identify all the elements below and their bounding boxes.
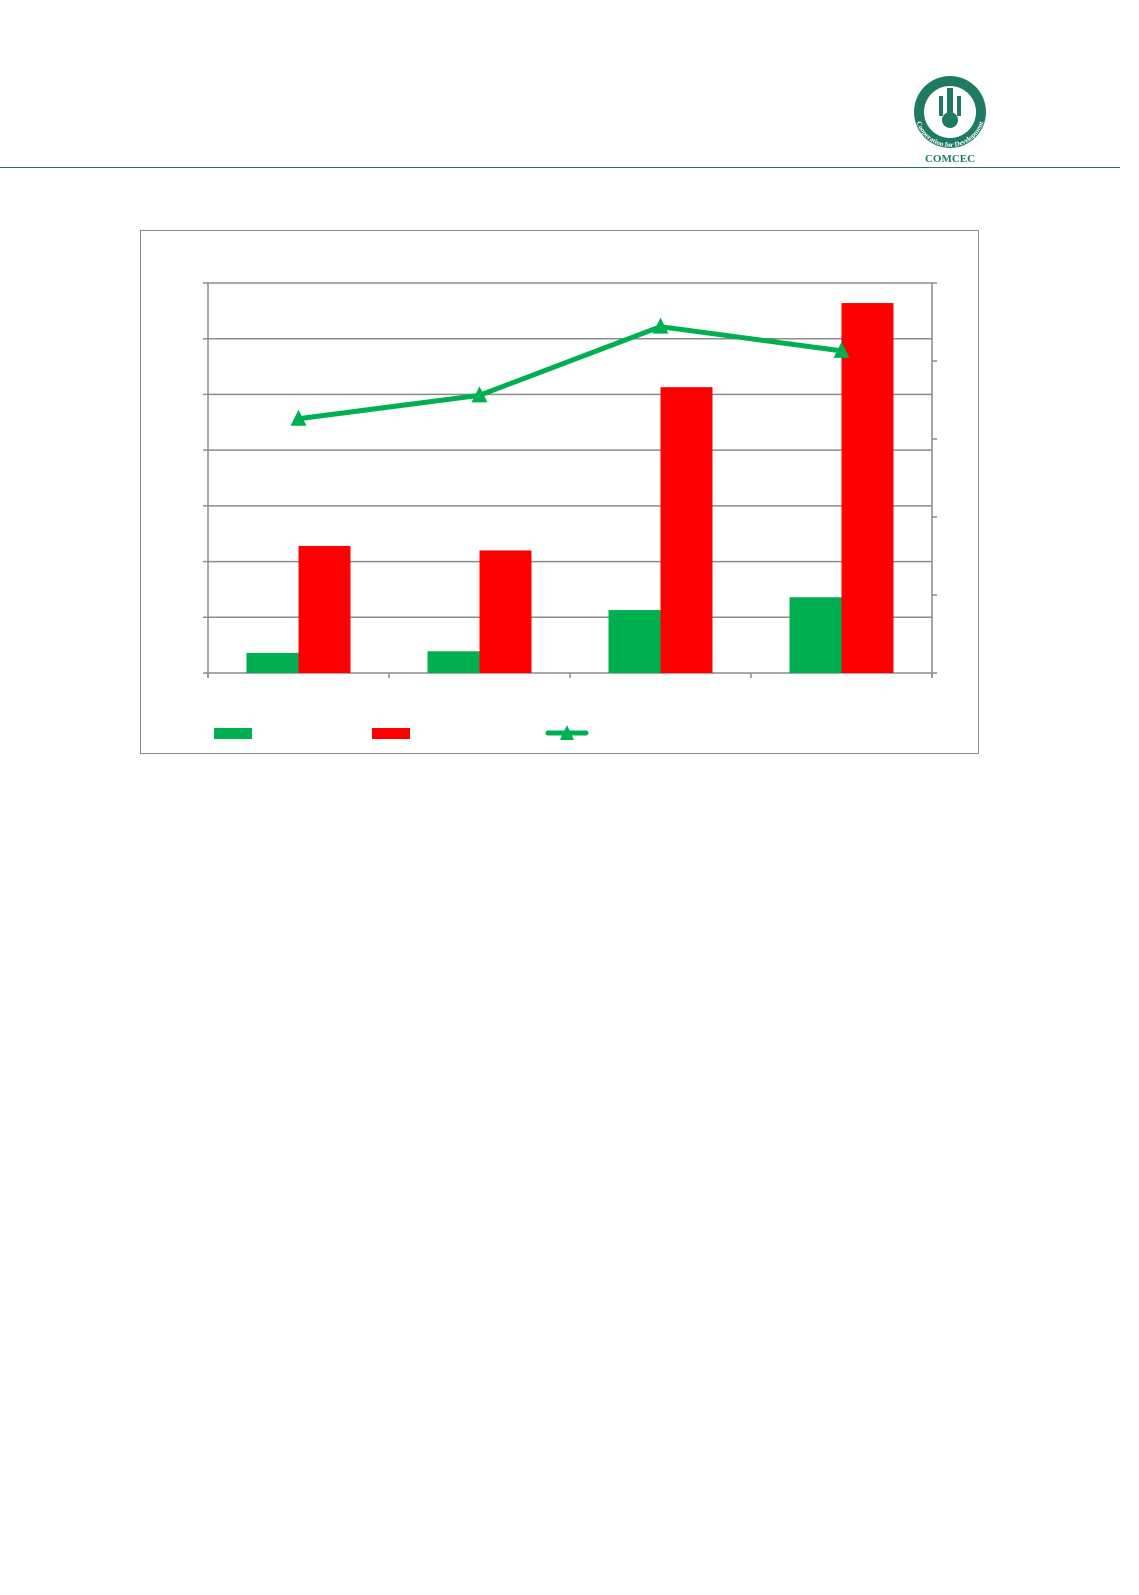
chart-frame (140, 230, 979, 754)
legend-marker-line (560, 725, 574, 740)
header-divider (0, 167, 1120, 168)
chart (203, 282, 937, 740)
legend-swatch-series2 (372, 728, 410, 739)
line-marker (652, 317, 669, 334)
bar-series2 (841, 303, 894, 673)
line-marker (471, 386, 488, 403)
bar-series2 (660, 387, 713, 673)
bar-series2 (479, 550, 532, 673)
line-series (298, 324, 842, 422)
comcec-logo: Cooperation for Development COMCEC (900, 72, 1000, 167)
bar-series1 (608, 610, 661, 673)
bar-series2 (298, 545, 351, 673)
bar-series1 (427, 651, 480, 673)
legend-swatch-series1 (214, 728, 252, 739)
line-marker (290, 409, 307, 426)
line-marker (833, 341, 850, 358)
bar-series1 (246, 652, 299, 673)
bar-series1 (789, 597, 842, 673)
logo-text: COMCEC (925, 153, 975, 165)
